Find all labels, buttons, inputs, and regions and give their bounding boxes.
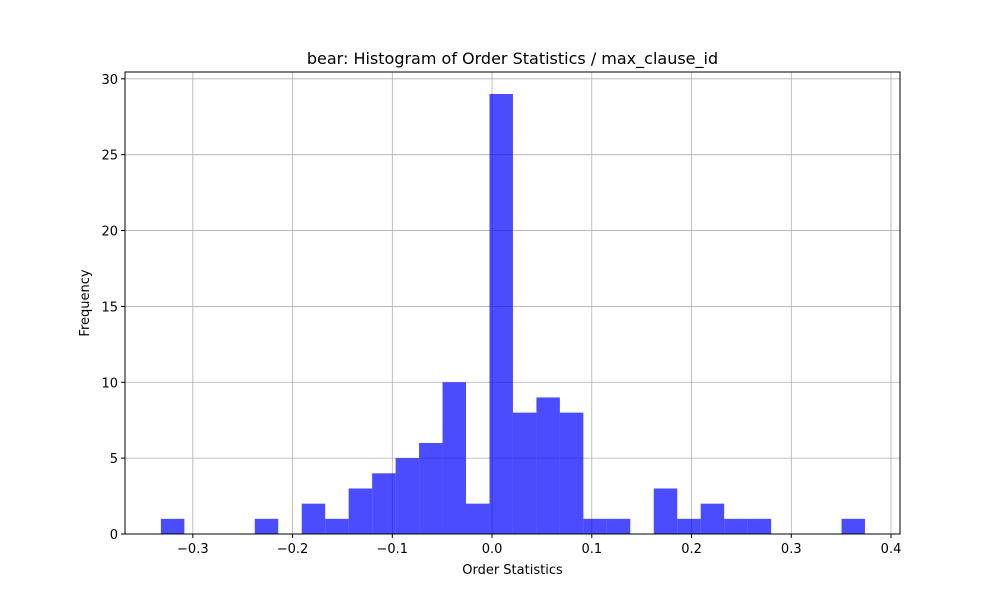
plot-area-frame <box>124 71 901 535</box>
y-tick-label: 10 <box>101 376 118 391</box>
histogram-bar <box>583 518 607 534</box>
x-axis-ticks: −0.3 −0.2 −0.1 0.0 0.1 0.2 0.3 0.4 <box>177 534 901 557</box>
y-axis-ticks: 0 5 10 15 20 25 30 <box>101 73 125 543</box>
histogram-bar <box>442 382 467 534</box>
y-tick-label: 15 <box>101 300 118 315</box>
y-tick-label: 0 <box>110 528 118 543</box>
histogram-bar <box>606 518 631 534</box>
histogram-bar <box>301 503 326 534</box>
histogram-bar <box>536 397 560 534</box>
histogram-bar <box>160 518 185 534</box>
histogram-bar <box>677 518 701 534</box>
x-tick-label: −0.3 <box>177 542 209 557</box>
x-tick-label: 0.4 <box>881 542 902 557</box>
x-tick-label: 0.3 <box>781 542 802 557</box>
histogram-bar <box>254 518 279 534</box>
histogram-bar <box>512 412 537 534</box>
histogram-bar <box>841 518 865 534</box>
x-tick-label: −0.2 <box>277 542 309 557</box>
histogram-bar <box>489 94 513 534</box>
y-tick-label: 5 <box>110 452 118 467</box>
y-tick-label: 30 <box>101 73 118 88</box>
chart-title: bear: Histogram of Order Statistics / ma… <box>307 49 718 69</box>
histogram-bar <box>466 503 490 534</box>
histogram-bars <box>160 94 865 534</box>
histogram-bar <box>395 458 420 534</box>
histogram-bar <box>724 518 748 534</box>
x-tick-label: 0.2 <box>681 542 702 557</box>
x-tick-label: −0.1 <box>377 542 409 557</box>
histogram-bar <box>372 473 396 534</box>
histogram-bar <box>419 442 443 534</box>
histogram-bar <box>559 412 584 534</box>
histogram-bar <box>348 488 373 534</box>
histogram-bar <box>653 488 678 534</box>
y-axis-label: Frequency <box>78 269 93 336</box>
histogram-bar <box>747 518 772 534</box>
y-tick-label: 20 <box>101 225 118 240</box>
x-tick-label: 0.0 <box>482 542 503 557</box>
histogram-bar <box>325 518 349 534</box>
x-axis-label: Order Statistics <box>462 563 563 578</box>
x-tick-label: 0.1 <box>581 542 602 557</box>
y-tick-label: 25 <box>101 149 118 164</box>
histogram-bar <box>700 503 725 534</box>
